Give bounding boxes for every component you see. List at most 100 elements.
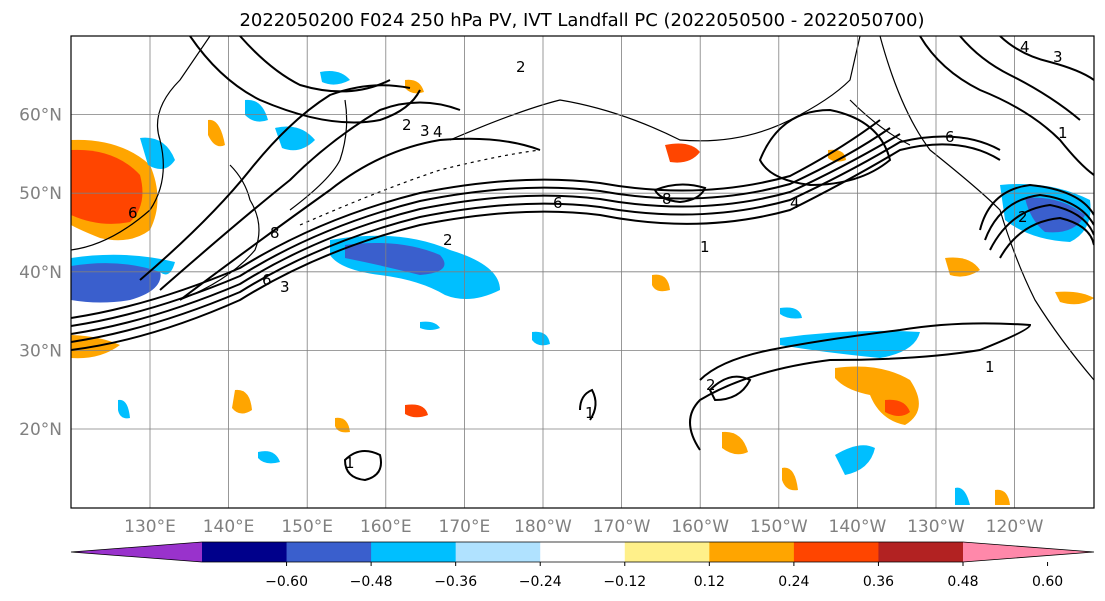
colorbar-segment (202, 542, 288, 562)
contour-label: 1 (700, 238, 710, 256)
contour-label: 1 (585, 404, 595, 422)
gulf-islands (849, 99, 911, 146)
contour-label: 2 (402, 116, 412, 134)
longitude-label: 160°W (671, 517, 729, 537)
contour-label: 4 (790, 194, 800, 212)
negative-anomaly-west-edge (71, 254, 175, 275)
positive-anomaly-small-8 (652, 274, 670, 292)
colorbar-tick-label: −0.36 (434, 574, 477, 590)
map-panel: 2 3 4 6 8 1 2 6 8 4 1 6 2 2 1 1 3 6 2 3 (19, 35, 1095, 537)
colorbar-segment (878, 542, 964, 562)
negative-anomaly-central-core (345, 242, 445, 275)
contour-label: 2 (1018, 208, 1028, 226)
contour-label: 6 (553, 194, 563, 212)
colorbar-segment (371, 542, 457, 562)
negative-anomaly-ne (320, 71, 350, 85)
contour-label: 6 (945, 128, 955, 146)
contour-label: 1 (985, 358, 995, 376)
colorbar-tick-label: 0.60 (1032, 574, 1063, 590)
latitude-label: 30°N (19, 341, 62, 361)
colorbar-tick-label: 0.24 (778, 574, 809, 590)
contour-label: 8 (662, 190, 672, 208)
asia-coast (71, 36, 211, 251)
contour-label: 3 (1053, 48, 1063, 66)
negative-anomaly-nw-3 (245, 99, 268, 122)
coastlines (71, 36, 1094, 381)
colorbar-extend-max (963, 542, 1094, 562)
positive-anomaly-small-5 (995, 489, 1010, 505)
longitude-label: 150°E (281, 517, 333, 537)
colorbar-segment (540, 542, 626, 562)
contour-label: 2 (516, 58, 526, 76)
longitude-labels: 130°E 140°E 150°E 160°E 170°E 180°W 170°W 160°W… (124, 517, 1044, 537)
colorbar-tick-label: 0.12 (694, 574, 725, 590)
latitude-labels: 20°N 30°N 40°N 50°N 60°N (19, 106, 62, 440)
colorbar-tick-label: −0.12 (603, 574, 646, 590)
colorbar-tick-label: 0.36 (863, 574, 894, 590)
longitude-label: 130°W (907, 517, 965, 537)
colorbar-segment (709, 542, 795, 562)
contour-labels: 2 3 4 6 8 1 2 6 8 4 1 6 2 2 1 1 3 6 2 3 (128, 38, 1068, 472)
colorbar-tick-label: −0.60 (265, 574, 308, 590)
positive-anomaly-small-6 (782, 467, 798, 491)
colorbar-tick-label: −0.24 (519, 574, 562, 590)
positive-anomaly-small-2 (1055, 291, 1094, 305)
longitude-label: 180°W (514, 517, 572, 537)
latitude-label: 20°N (19, 420, 62, 440)
latitude-label: 40°N (19, 263, 62, 283)
longitude-label: 120°W (986, 517, 1044, 537)
longitude-label: 140°E (203, 517, 255, 537)
contour-label: 2 (706, 376, 716, 394)
negative-anomaly-small-7 (258, 451, 280, 464)
alaska-coast (449, 36, 861, 142)
figure-title: 2022050200 F024 250 hPa PV, IVT Landfall… (239, 10, 924, 31)
colorbar-extend-min (71, 542, 202, 562)
kamchatka-coast (289, 99, 348, 211)
latitude-label: 60°N (19, 106, 62, 126)
positive-anomaly-small-7 (405, 404, 428, 418)
negative-anomaly-small-2 (955, 487, 970, 505)
colorbar-segment (286, 542, 372, 562)
longitude-label: 160°E (360, 517, 412, 537)
contour-label: 3 (280, 278, 290, 296)
longitude-label: 170°E (439, 517, 491, 537)
longitude-label: 140°W (829, 517, 887, 537)
colorbar-tick-label: −0.48 (350, 574, 393, 590)
contour-label: 8 (270, 224, 280, 242)
colorbar-segment (455, 542, 541, 562)
na-west-coast (879, 36, 1094, 381)
longitude-label: 130°E (124, 517, 176, 537)
colorbar-tick-label: 0.48 (947, 574, 978, 590)
contour-label: 1 (345, 454, 355, 472)
colorbar-outline (70, 541, 1095, 563)
positive-anomaly-nw (208, 119, 225, 147)
contour-label: 4 (433, 123, 443, 141)
positive-anomaly-gulf (665, 143, 700, 163)
japan-coast (179, 164, 260, 301)
contour-label: 3 (420, 122, 430, 140)
negative-anomaly-small-5 (780, 307, 802, 319)
contour-label: 1 (1058, 124, 1068, 142)
colorbar-segment (624, 542, 710, 562)
map-frame (70, 35, 1095, 509)
latitude-label: 50°N (19, 184, 62, 204)
negative-anomaly-west (71, 259, 161, 303)
negative-anomaly-small-1 (835, 445, 875, 475)
longitude-label: 150°W (750, 517, 808, 537)
negative-anomaly-small-4 (532, 331, 550, 346)
negative-anomaly-small-6 (118, 399, 130, 419)
negative-anomaly-small-3 (420, 321, 440, 330)
ivt-contours (71, 36, 1094, 482)
positive-anomaly-core-west (71, 149, 143, 224)
negative-anomaly-subtropical (780, 330, 920, 358)
longitude-label: 170°W (593, 517, 651, 537)
pv-anomaly-shading (71, 71, 1094, 505)
colorbar-segment (793, 542, 879, 562)
contour-label: 6 (262, 271, 272, 289)
positive-anomaly-subtropical-core (885, 399, 910, 416)
contour-label: 6 (128, 204, 138, 222)
positive-anomaly-small-4 (232, 389, 252, 414)
colorbar: −0.60 −0.48 −0.36 −0.24 −0.12 0.12 0.24 0.36 0.4… (70, 541, 1095, 590)
gridlines (71, 36, 1094, 508)
